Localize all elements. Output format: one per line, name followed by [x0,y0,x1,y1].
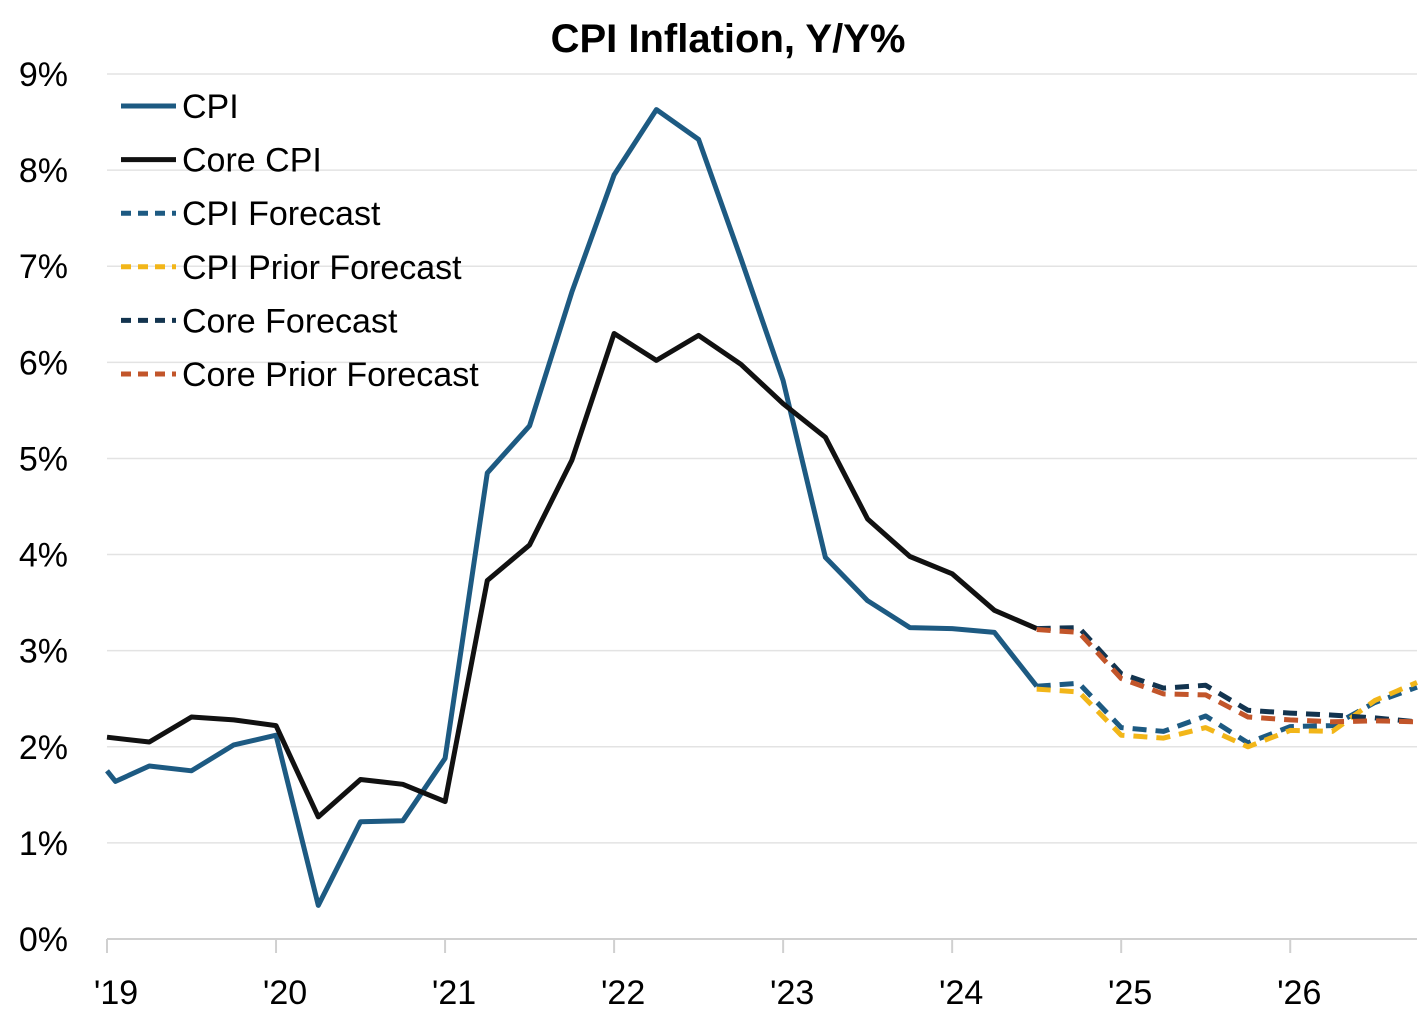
x-tick-label: '22 [601,974,645,1012]
legend-item: Core CPI [121,142,322,180]
y-tick-label: 3% [19,633,68,671]
x-tick-label: '19 [94,974,138,1012]
y-tick-label: 5% [19,440,68,478]
x-tick-label: '25 [1108,974,1152,1012]
y-tick-label: 6% [19,344,68,382]
y-tick-label: 1% [19,825,68,863]
legend-label: CPI Forecast [182,195,381,233]
legend-label: Core Forecast [182,302,398,340]
legend: CPI Core CPI CPI Forecast CPI Prior Forecas… [121,88,479,394]
chart-title: CPI Inflation, Y/Y% [551,17,906,61]
gridlines [107,73,1417,844]
series-line-core-forecast [1036,625,1418,725]
series-line-core-cpi [106,331,1038,820]
axes: 0% 1% 2% 3% 4% 5% 6% 7% 8% 9% '19 '20 '21 '22 '23 '24 '2… [19,56,1417,1012]
legend-item: Core Prior Forecast [121,356,479,394]
y-tick-label: 8% [19,152,68,190]
series-lines [105,107,1418,908]
legend-item: CPI Prior Forecast [121,249,462,287]
y-tick-label: 0% [19,921,68,959]
legend-label: CPI Prior Forecast [182,249,462,287]
legend-item: CPI Forecast [121,195,381,233]
legend-item: Core Forecast [121,302,398,340]
series-line-core-prior-forecast [1036,627,1418,725]
x-tick-label: '23 [770,974,814,1012]
x-tick-label: '21 [432,974,476,1012]
legend-item: CPI [121,88,239,126]
legend-label: CPI [182,88,239,126]
legend-label: Core CPI [182,142,322,180]
legend-label: Core Prior Forecast [182,356,479,394]
series-line-cpi [105,107,1039,908]
x-tick-label: '26 [1277,974,1321,1012]
y-tick-label: 4% [19,537,68,575]
y-tick-label: 9% [19,56,68,94]
x-tick-label: '24 [939,974,983,1012]
y-tick-label: 2% [19,729,68,767]
x-tick-label: '20 [263,974,307,1012]
y-tick-label: 7% [19,248,68,286]
